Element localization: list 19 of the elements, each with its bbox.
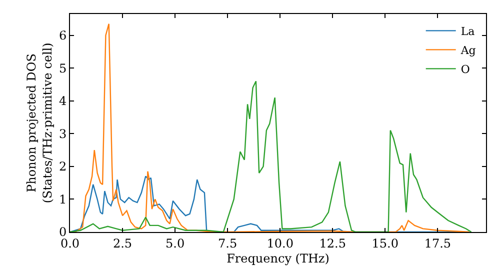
x-tick-label: 15.0	[372, 236, 399, 250]
legend-label: La	[460, 24, 476, 38]
x-axis-title: Frequency (THz)	[226, 251, 330, 266]
line-series	[70, 80, 472, 232]
x-tick-label: 2.5	[112, 236, 132, 250]
legend-label: O	[460, 62, 470, 76]
y-tick-label: 2	[58, 160, 67, 174]
x-tick-label: 17.5	[424, 236, 452, 250]
x-tick-label: 5.0	[166, 236, 185, 250]
y-tick-label: 5	[58, 61, 67, 76]
x-tick-label: 12.5	[319, 236, 346, 250]
legend-label: Ag	[460, 44, 476, 57]
x-tick-label: 10.0	[266, 236, 294, 250]
y-tick-label: 3	[58, 126, 67, 141]
y-tick-label: 1	[58, 192, 67, 206]
x-tick-label: 7.5	[218, 236, 238, 250]
y-tick-label: 4	[58, 94, 67, 108]
y-axis-title: Phonon projected DOS (States/THz·primitive cell)	[24, 42, 54, 204]
y-tick-label: 6	[58, 28, 67, 43]
